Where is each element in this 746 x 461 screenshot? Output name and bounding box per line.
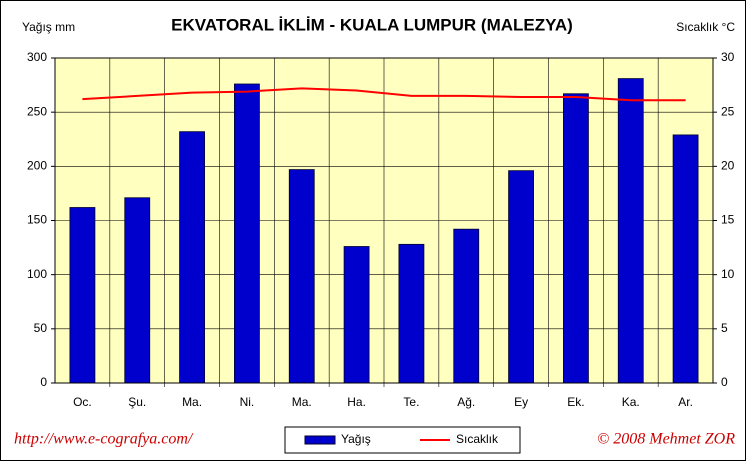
y2-tick-label: 30	[721, 50, 735, 64]
bar	[179, 131, 205, 384]
source: http://www.e-cografya.com/	[14, 431, 194, 448]
bar	[672, 134, 699, 384]
legend-label: Yağış	[341, 432, 371, 446]
credit: © 2008 Mehmet ZOR	[597, 431, 735, 448]
chart-title: EKVATORAL İKLİM - KUALA LUMPUR (MALEZYA)	[171, 15, 573, 34]
legend-label: Sıcaklık	[456, 432, 499, 446]
bar	[398, 243, 425, 384]
y-tick-label: 100	[27, 267, 47, 281]
bar	[288, 169, 315, 384]
y-tick-label: 250	[27, 104, 47, 118]
bar	[234, 83, 260, 384]
y2-axis-label: Sıcaklık °C	[676, 20, 735, 34]
x-tick-label: Ma.	[292, 395, 312, 409]
bar	[508, 170, 534, 384]
bar	[453, 228, 480, 384]
y2-tick-label: 20	[721, 159, 735, 173]
y2-tick-label: 25	[721, 104, 735, 118]
x-tick-label: Ey	[514, 395, 528, 409]
y-tick-label: 50	[34, 321, 48, 335]
x-tick-label: Te.	[403, 395, 419, 409]
line	[82, 87, 686, 102]
y-tick-label: 0	[40, 375, 47, 389]
bar	[617, 78, 644, 384]
x-tick-label: Şu.	[128, 395, 146, 409]
x-tick-label: Ni.	[240, 395, 255, 409]
x-tick-label: Ağ.	[457, 395, 475, 409]
x-tick-label: Ek.	[567, 395, 584, 409]
y2-tick-label: 5	[721, 321, 728, 335]
legend-swatch	[304, 435, 336, 445]
bar	[124, 197, 151, 384]
bar	[343, 246, 370, 384]
bar	[563, 93, 589, 384]
y-tick-label: 300	[27, 50, 47, 64]
x-tick-label: Oc.	[73, 395, 92, 409]
y-tick-label: 200	[27, 159, 47, 173]
plot-border	[54, 57, 714, 384]
y-axis-label: Yağış mm	[22, 20, 75, 34]
x-tick-label: Ar.	[678, 395, 693, 409]
y-tick-label: 150	[27, 213, 47, 227]
y2-tick-label: 10	[721, 267, 735, 281]
bar	[69, 207, 96, 384]
x-tick-label: Ha.	[347, 395, 366, 409]
y2-tick-label: 15	[721, 213, 735, 227]
x-tick-label: Ma.	[182, 395, 202, 409]
y2-tick-label: 0	[721, 375, 728, 389]
x-tick-label: Ka.	[622, 395, 640, 409]
